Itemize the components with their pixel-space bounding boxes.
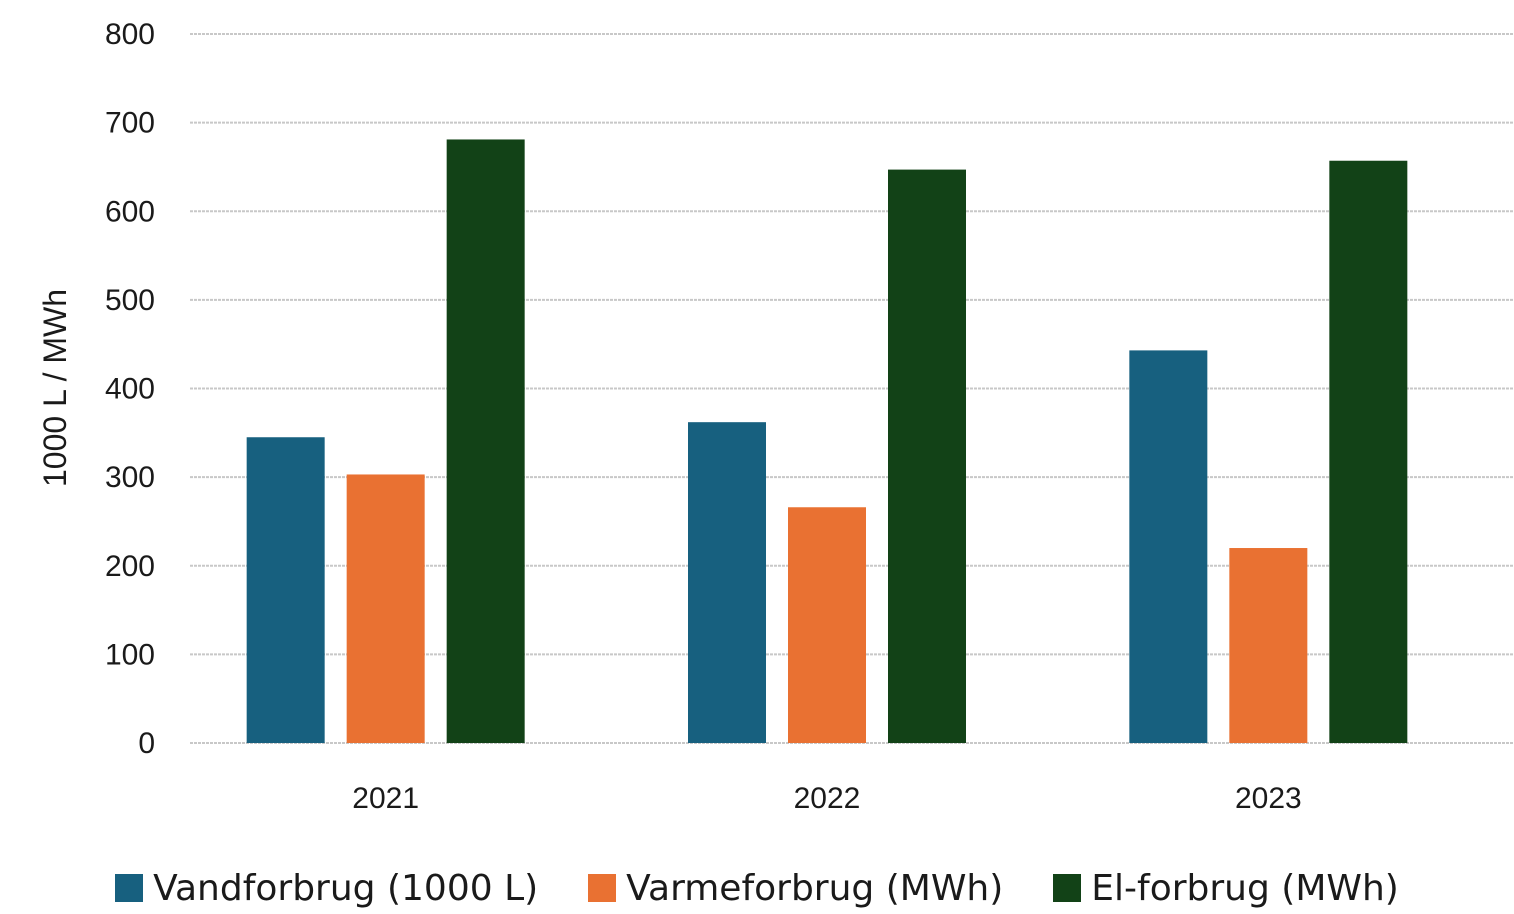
y-tick-label: 500: [105, 284, 155, 317]
bar-chart: 0 100 200 300 400 500 600 700 800 2021 2022 2023 1…: [37, 18, 1514, 815]
bar-2022-series-1: [788, 507, 866, 743]
x-tick-label: 2021: [352, 782, 419, 815]
legend-item-electricity: El-forbrug (MWh): [1053, 868, 1399, 909]
legend-item-heat: Varmeforbrug (MWh): [588, 868, 1003, 909]
y-tick-label: 300: [105, 461, 155, 494]
legend-swatch-water: [115, 874, 144, 902]
legend-label-heat: Varmeforbrug (MWh): [626, 867, 1004, 909]
bar-2023-series-0: [1129, 350, 1208, 743]
bar-2021-series-0: [246, 437, 325, 743]
y-axis-ticks: 0 100 200 300 400 500 600 700 800: [105, 18, 155, 760]
y-tick-label: 100: [105, 638, 155, 671]
bar-2021-series-1: [346, 474, 425, 743]
y-tick-label: 200: [105, 550, 155, 583]
y-tick-label: 700: [105, 107, 155, 140]
bar-2022-series-0: [688, 422, 766, 743]
legend-swatch-electricity: [1053, 874, 1082, 902]
bar-2021-series-2: [446, 139, 525, 743]
y-tick-label: 400: [105, 373, 155, 406]
y-tick-label: 600: [105, 195, 155, 228]
bar-2022-series-2: [888, 169, 966, 743]
legend-label-water: Vandforbrug (1000 L): [153, 867, 539, 909]
bar-2023-series-1: [1229, 548, 1308, 743]
y-tick-label: 0: [138, 727, 155, 760]
legend-label-electricity: El-forbrug (MWh): [1091, 867, 1399, 909]
x-tick-label: 2023: [1235, 782, 1302, 815]
legend: Vandforbrug (1000 L) Varmeforbrug (MWh) …: [0, 862, 1514, 914]
bar-2023-series-2: [1329, 160, 1408, 743]
x-axis-ticks: 2021 2022 2023: [352, 782, 1301, 815]
legend-swatch-heat: [588, 874, 617, 902]
bars: [246, 139, 1408, 743]
x-tick-label: 2022: [794, 782, 861, 815]
y-tick-label: 800: [105, 18, 155, 51]
y-axis-label: 1000 L / MWh: [37, 289, 73, 487]
legend-item-water: Vandforbrug (1000 L): [115, 868, 538, 909]
